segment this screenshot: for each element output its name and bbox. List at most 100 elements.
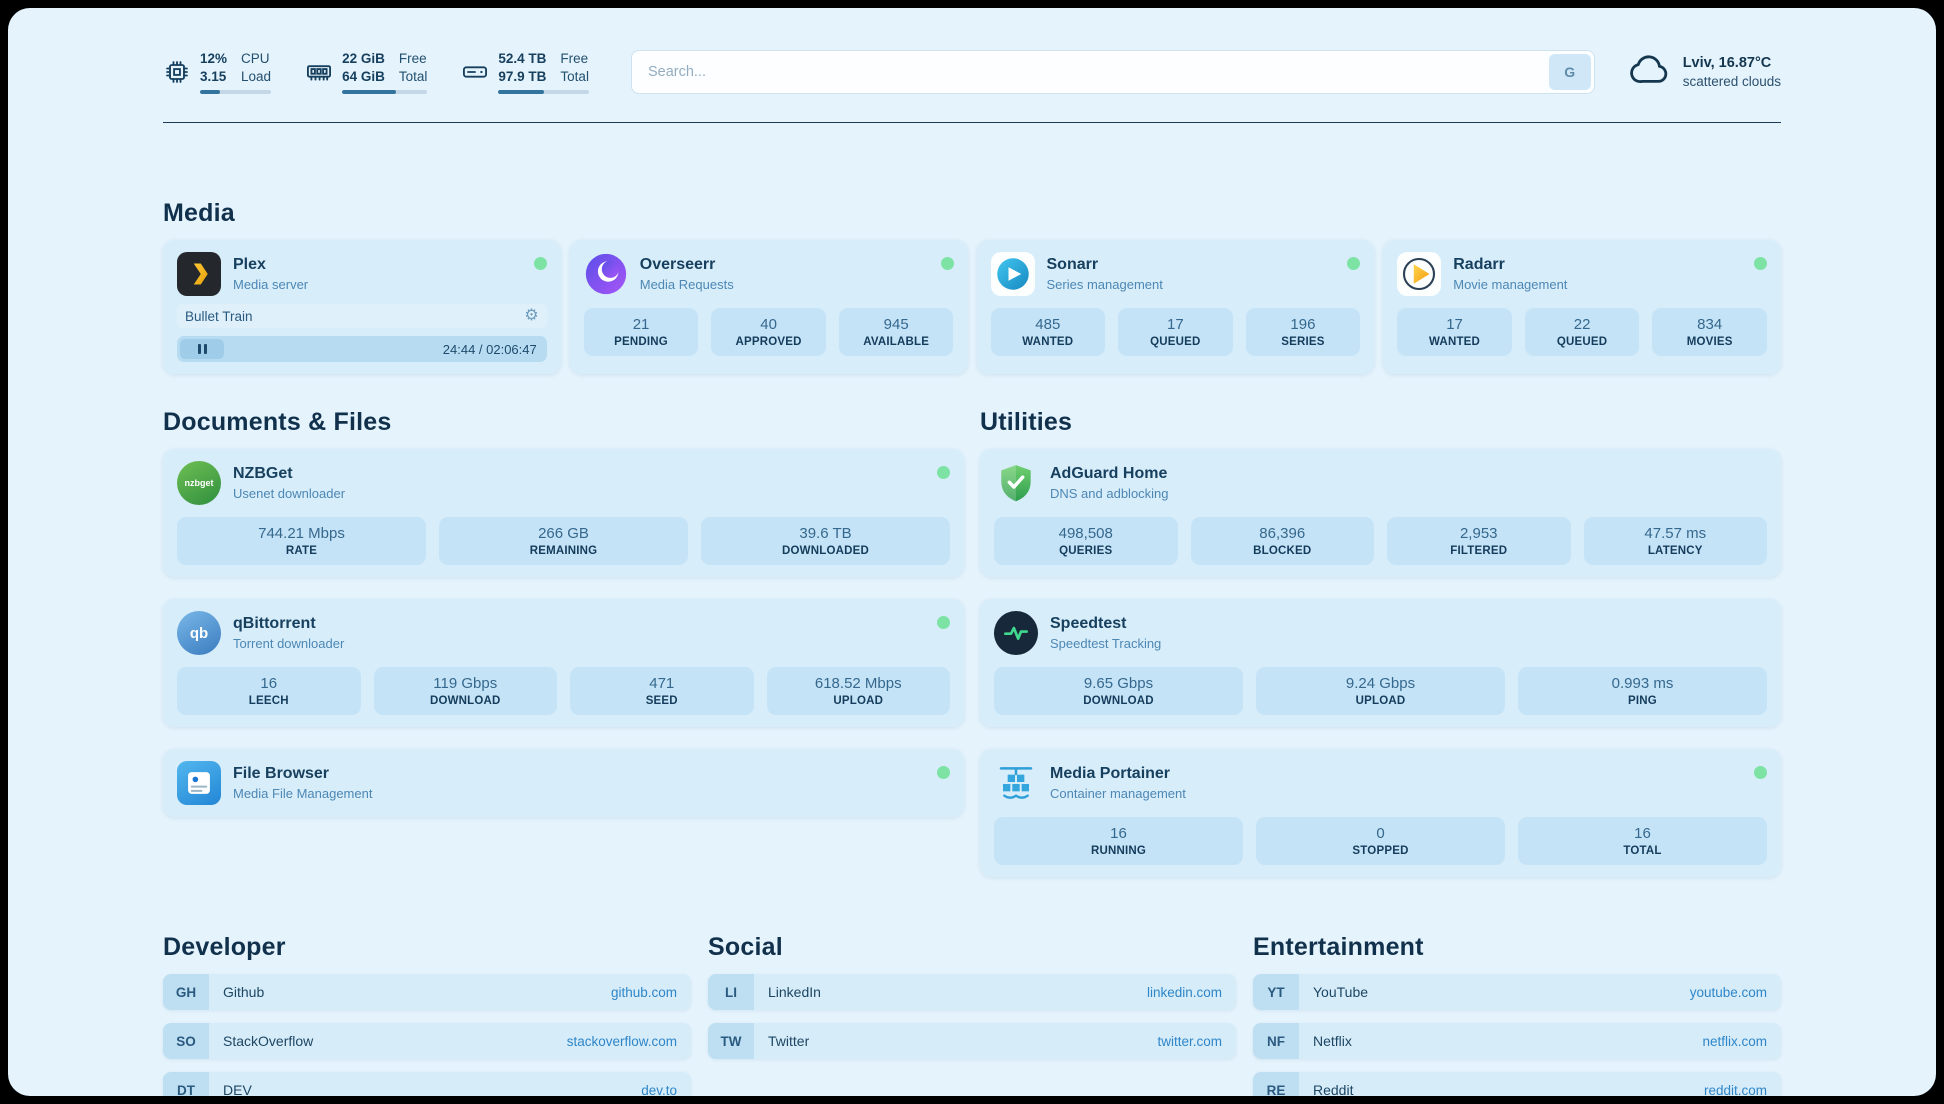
pause-button[interactable] — [180, 339, 224, 359]
status-dot — [1347, 257, 1361, 270]
stat-box: 9.24 Gbps UPLOAD — [1256, 667, 1505, 715]
app-card-qbittorrent[interactable]: qb qBittorrent Torrent downloader 16 LEE… — [163, 599, 964, 727]
app-title: Plex — [233, 256, 266, 273]
app-title: Media Portainer — [1050, 765, 1171, 782]
section-title-developer: Developer — [163, 933, 286, 961]
stat-box: 485 WANTED — [990, 308, 1106, 356]
nzbget-icon: nzbget — [177, 461, 221, 505]
section-title-media: Media — [163, 199, 235, 227]
app-title: qBittorrent — [233, 615, 316, 632]
disk-total: 97.9 TB — [498, 69, 547, 84]
stat-value: 945 — [883, 316, 909, 333]
section-utilities: Utilities — [980, 408, 1781, 877]
bookmark-url: twitter.com — [1157, 1033, 1222, 1049]
app-card-radarr[interactable]: Radarr Movie management 17 WANTED 22 QUE… — [1383, 240, 1781, 374]
stat-value: 744.21 Mbps — [258, 525, 345, 542]
stat-box: 21 PENDING — [583, 308, 699, 356]
settings-gear-icon[interactable]: ⚙ — [524, 307, 539, 324]
stat-value: 498,508 — [1058, 525, 1113, 542]
stat-value: 196 — [1290, 316, 1316, 333]
stat-value: 834 — [1697, 316, 1723, 333]
bookmark-name: StackOverflow — [223, 1033, 314, 1049]
bookmark-name: DEV — [223, 1082, 252, 1096]
bookmark-name: Reddit — [1313, 1082, 1354, 1096]
cloud-icon — [1629, 49, 1671, 96]
stat-label: QUERIES — [1059, 545, 1113, 557]
bookmark-twitter[interactable]: TW Twitter twitter.com — [708, 1023, 1236, 1059]
weather-location: Lviv, 16.87°C — [1682, 55, 1772, 71]
status-dot — [1754, 766, 1767, 779]
app-card-portainer[interactable]: Media Portainer Container management 16 … — [980, 749, 1781, 877]
status-dot — [937, 616, 950, 629]
search-engine-button[interactable]: G — [1548, 54, 1591, 90]
stat-value: 39.6 TB — [799, 525, 852, 542]
overseerr-icon — [584, 252, 628, 296]
sonarr-icon — [990, 252, 1035, 296]
section-title-social: Social — [708, 933, 783, 961]
stat-value: 47.57 ms — [1644, 525, 1707, 542]
stat-label: STOPPED — [1352, 845, 1409, 857]
app-subtitle: Usenet downloader — [233, 486, 346, 501]
status-dot — [1754, 257, 1767, 270]
bookmark-abbr: RE — [1253, 1072, 1299, 1096]
stat-value: 0 — [1376, 825, 1385, 842]
bookmark-youtube[interactable]: YT YouTube youtube.com — [1253, 974, 1781, 1010]
stat-label: AVAILABLE — [863, 336, 930, 348]
stat-value: 618.52 Mbps — [814, 675, 902, 692]
app-title: Overseerr — [639, 256, 716, 273]
system-widgets: 12% 3.15 CPU Load — [163, 50, 589, 95]
adguard-icon — [994, 461, 1038, 505]
stat-box: 47.57 ms LATENCY — [1583, 517, 1767, 565]
cpu-load-avg: 3.15 — [200, 69, 227, 84]
stat-box: 744.21 Mbps RATE — [177, 517, 426, 565]
stat-value: 16 — [260, 675, 278, 692]
section-title-documents: Documents & Files — [163, 408, 392, 436]
app-subtitle: Media File Management — [233, 786, 373, 801]
stat-value: 17 — [1167, 316, 1184, 333]
stat-label: WANTED — [1429, 336, 1481, 348]
stat-box: 40 APPROVED — [711, 308, 826, 356]
stat-value: 9.65 Gbps — [1083, 675, 1154, 692]
dashboard: 12% 3.15 CPU Load — [8, 8, 1936, 1096]
bookmark-name: YouTube — [1313, 984, 1369, 1000]
bookmark-dev[interactable]: DT DEV dev.to — [163, 1072, 691, 1096]
stat-box: 17 QUEUED — [1118, 308, 1233, 356]
topbar: 12% 3.15 CPU Load — [163, 46, 1781, 98]
app-card-overseerr[interactable]: Overseerr Media Requests 21 PENDING 40 A… — [569, 240, 968, 374]
bookmark-stackoverflow[interactable]: SO StackOverflow stackoverflow.com — [163, 1023, 691, 1059]
stat-label: BLOCKED — [1253, 545, 1312, 557]
bookmark-reddit[interactable]: RE Reddit reddit.com — [1253, 1072, 1781, 1096]
app-title: File Browser — [233, 765, 330, 782]
app-card-nzbget[interactable]: nzbget NZBGet Usenet downloader 744.21 M… — [163, 449, 964, 577]
bookmark-github[interactable]: GH Github github.com — [163, 974, 691, 1010]
app-card-adguard[interactable]: AdGuard Home DNS and adblocking 498,508 … — [980, 449, 1781, 577]
portainer-icon — [994, 761, 1038, 805]
now-playing-row: Bullet Train ⚙ — [177, 304, 547, 328]
cpu-icon — [163, 58, 191, 86]
app-card-filebrowser[interactable]: File Browser Media File Management — [163, 749, 964, 817]
search-input[interactable] — [630, 50, 1595, 94]
bookmark-netflix[interactable]: NF Netflix netflix.com — [1253, 1023, 1781, 1059]
app-card-speedtest[interactable]: Speedtest Speedtest Tracking 9.65 Gbps D… — [980, 599, 1781, 727]
nzbget-icon-text: nzbget — [184, 478, 214, 488]
ram-total: 64 GiB — [342, 69, 385, 84]
stat-box: 945 AVAILABLE — [838, 308, 954, 356]
ram-progress-bar — [342, 90, 428, 95]
stat-label: SERIES — [1281, 336, 1325, 348]
app-card-plex[interactable]: Plex Media server Bullet Train ⚙ 24:44 /… — [163, 240, 561, 374]
stat-label: MOVIES — [1686, 336, 1733, 348]
stat-label: APPROVED — [735, 336, 802, 348]
stat-label: QUEUED — [1556, 336, 1608, 348]
stat-value: 22 — [1573, 316, 1591, 333]
bookmark-linkedin[interactable]: LI LinkedIn linkedin.com — [708, 974, 1236, 1010]
playback-progress[interactable]: 24:44 / 02:06:47 — [177, 336, 547, 362]
stat-label: UPLOAD — [833, 695, 884, 707]
bookmark-abbr: SO — [163, 1023, 209, 1059]
qbittorrent-icon-text: qb — [189, 624, 209, 642]
bookmark-name: LinkedIn — [768, 984, 821, 1000]
bookmark-abbr: NF — [1253, 1023, 1299, 1059]
cpu-label-2: Load — [241, 69, 272, 84]
section-social: Social LI LinkedIn linkedin.com TW Twitt… — [708, 933, 1236, 1059]
app-card-sonarr[interactable]: Sonarr Series management 485 WANTED 17 Q… — [976, 240, 1375, 374]
app-title: Radarr — [1453, 256, 1505, 273]
